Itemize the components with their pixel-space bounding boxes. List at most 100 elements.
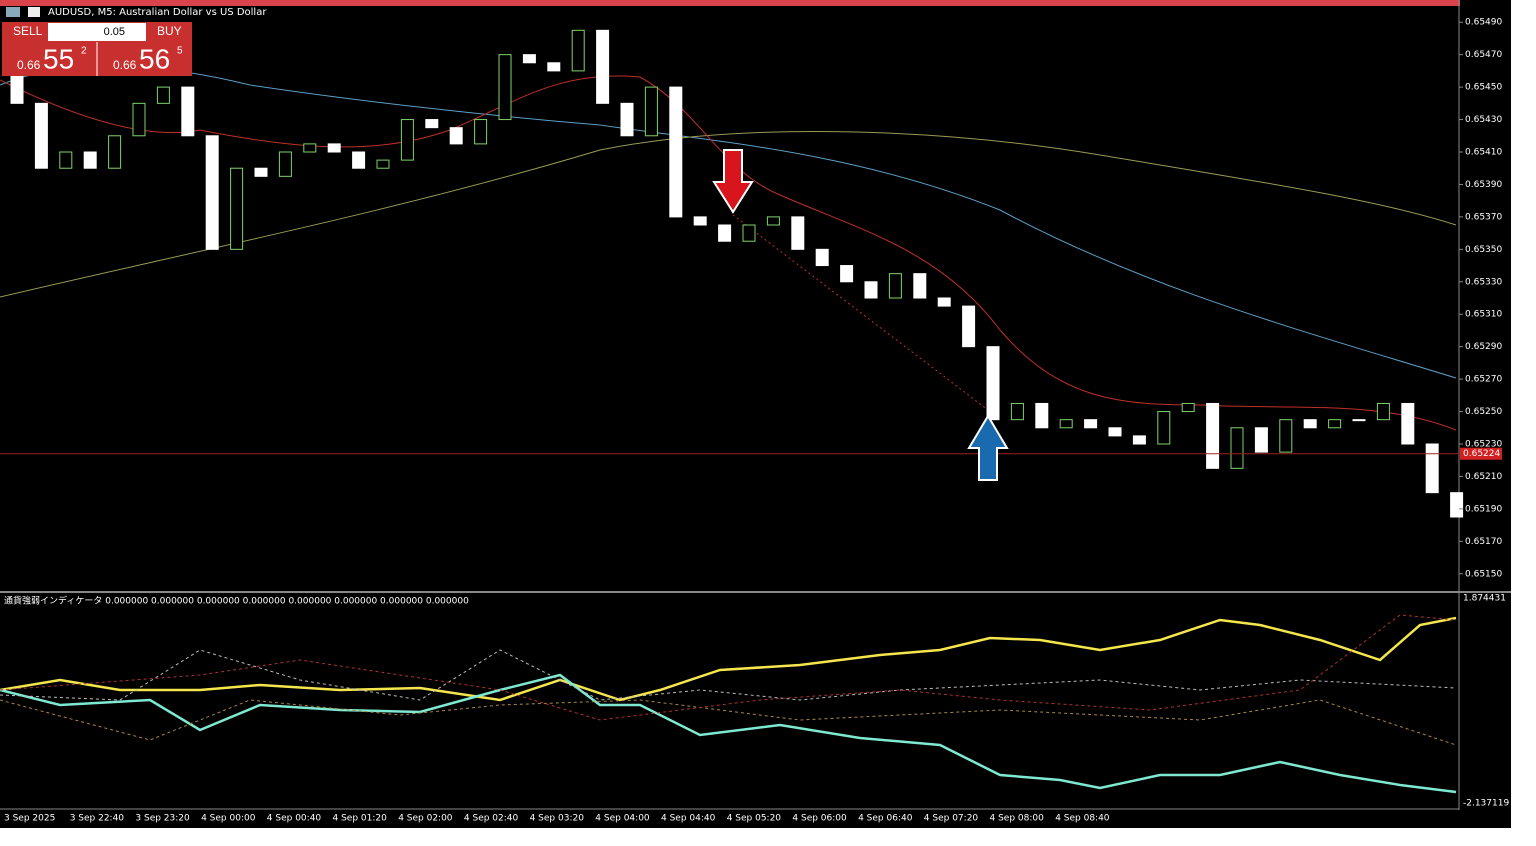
x-tick-label: 4 Sep 08:00 bbox=[990, 814, 1045, 824]
candle bbox=[1328, 419, 1342, 429]
x-tick-label: 3 Sep 2025 bbox=[4, 814, 55, 824]
candle bbox=[742, 224, 756, 242]
y-tick-label: 0.65250 bbox=[1465, 407, 1502, 417]
strength-line-b bbox=[0, 673, 1457, 794]
candle bbox=[1450, 492, 1464, 518]
sell-fraction[interactable]: 2 bbox=[81, 46, 87, 57]
candle bbox=[1132, 435, 1146, 445]
candle bbox=[303, 143, 317, 153]
candle bbox=[376, 159, 390, 169]
current-price-label: 0.65224 bbox=[1463, 449, 1500, 459]
candle bbox=[1181, 402, 1195, 413]
x-tick-label: 4 Sep 00:40 bbox=[267, 814, 322, 824]
menu-icon[interactable] bbox=[6, 7, 20, 17]
x-tick-label: 4 Sep 00:00 bbox=[201, 814, 256, 824]
candle bbox=[1303, 419, 1317, 429]
x-tick-label: 4 Sep 04:40 bbox=[661, 814, 716, 824]
candle bbox=[1059, 419, 1073, 429]
candle bbox=[791, 216, 805, 250]
x-tick-label: 4 Sep 01:20 bbox=[333, 814, 388, 824]
x-tick-label: 4 Sep 02:00 bbox=[398, 814, 453, 824]
candle bbox=[205, 135, 219, 250]
candle bbox=[400, 119, 414, 161]
x-tick-label: 3 Sep 22:40 bbox=[70, 814, 125, 824]
trade-panel: SELL 0.05 BUY 0.66 55 2 0.66 56 5 bbox=[2, 22, 192, 76]
y-tick-label: 0.65450 bbox=[1465, 83, 1502, 93]
buy-button[interactable]: BUY bbox=[157, 24, 182, 38]
buy-pips[interactable]: 56 bbox=[139, 43, 170, 74]
y-tick-label: 0.65390 bbox=[1465, 180, 1502, 190]
y-tick-label: 0.65490 bbox=[1465, 18, 1502, 28]
candle bbox=[425, 119, 439, 129]
candle bbox=[815, 248, 829, 267]
y-tick-label: 0.65270 bbox=[1465, 375, 1502, 385]
indicator-label: 通貨強弱インディケータ 0.000000 0.000000 0.000000 0… bbox=[4, 595, 469, 607]
current-price-tag bbox=[1460, 447, 1502, 460]
y-tick-label: 0.65330 bbox=[1465, 277, 1502, 287]
candle bbox=[986, 346, 1000, 421]
candle bbox=[1425, 443, 1439, 494]
candle bbox=[1376, 402, 1390, 421]
candle bbox=[840, 265, 854, 283]
top-bar bbox=[0, 0, 1460, 6]
x-tick-label: 4 Sep 06:40 bbox=[858, 814, 913, 824]
sell-pips[interactable]: 55 bbox=[43, 43, 74, 74]
candle bbox=[1206, 402, 1220, 469]
trend-line bbox=[732, 214, 989, 411]
chart-title: AUDUSD, M5: Australian Dollar vs US Doll… bbox=[48, 7, 267, 18]
candle bbox=[522, 54, 536, 64]
candle bbox=[1279, 419, 1293, 453]
candle bbox=[327, 143, 341, 153]
buy-arrow bbox=[967, 414, 1009, 481]
candle bbox=[1010, 402, 1024, 421]
strength-line-e bbox=[0, 614, 1457, 721]
indicator-min: -2.137119 bbox=[1463, 799, 1509, 809]
candle bbox=[1230, 427, 1244, 469]
sell-prefix[interactable]: 0.66 bbox=[17, 58, 41, 72]
sell-button[interactable]: SELL bbox=[13, 24, 43, 38]
strength-line-d bbox=[0, 699, 1457, 746]
candle bbox=[718, 224, 732, 242]
y-tick-label: 0.65230 bbox=[1465, 440, 1502, 450]
candle bbox=[693, 216, 707, 226]
candle bbox=[181, 86, 195, 137]
candle bbox=[498, 54, 512, 121]
candle bbox=[230, 167, 244, 250]
y-tick-label: 0.65150 bbox=[1465, 569, 1502, 579]
y-tick-label: 0.65410 bbox=[1465, 148, 1502, 158]
candle bbox=[1157, 411, 1171, 445]
candle bbox=[1352, 419, 1366, 422]
candle bbox=[547, 62, 561, 72]
candle bbox=[1035, 402, 1049, 429]
x-tick-label: 4 Sep 05:20 bbox=[727, 814, 782, 824]
y-tick-label: 0.65370 bbox=[1465, 212, 1502, 222]
buy-fraction[interactable]: 5 bbox=[177, 46, 183, 57]
y-tick-label: 0.65470 bbox=[1465, 50, 1502, 60]
candle bbox=[83, 151, 97, 169]
candle bbox=[962, 305, 976, 348]
x-tick-label: 4 Sep 03:20 bbox=[530, 814, 585, 824]
lot-box[interactable] bbox=[48, 23, 146, 41]
y-tick-label: 0.65290 bbox=[1465, 342, 1502, 352]
candle bbox=[596, 29, 610, 104]
candle bbox=[449, 127, 463, 145]
y-tick-label: 0.65170 bbox=[1465, 537, 1502, 547]
candle bbox=[132, 102, 146, 137]
candle bbox=[474, 119, 488, 145]
candle bbox=[571, 29, 585, 72]
chart-bg bbox=[0, 0, 1511, 828]
candle bbox=[766, 216, 780, 226]
lot-value[interactable]: 0.05 bbox=[104, 26, 125, 38]
y-tick-label: 0.65310 bbox=[1465, 310, 1502, 320]
candle bbox=[913, 273, 927, 299]
buy-prefix[interactable]: 0.66 bbox=[113, 58, 137, 72]
candle bbox=[620, 102, 634, 137]
candle bbox=[352, 151, 366, 169]
y-tick-label: 0.65350 bbox=[1465, 245, 1502, 255]
candle bbox=[669, 86, 683, 218]
candle bbox=[1084, 419, 1098, 429]
chart-icon[interactable] bbox=[28, 7, 40, 17]
candle bbox=[254, 167, 268, 177]
candle bbox=[888, 273, 902, 299]
